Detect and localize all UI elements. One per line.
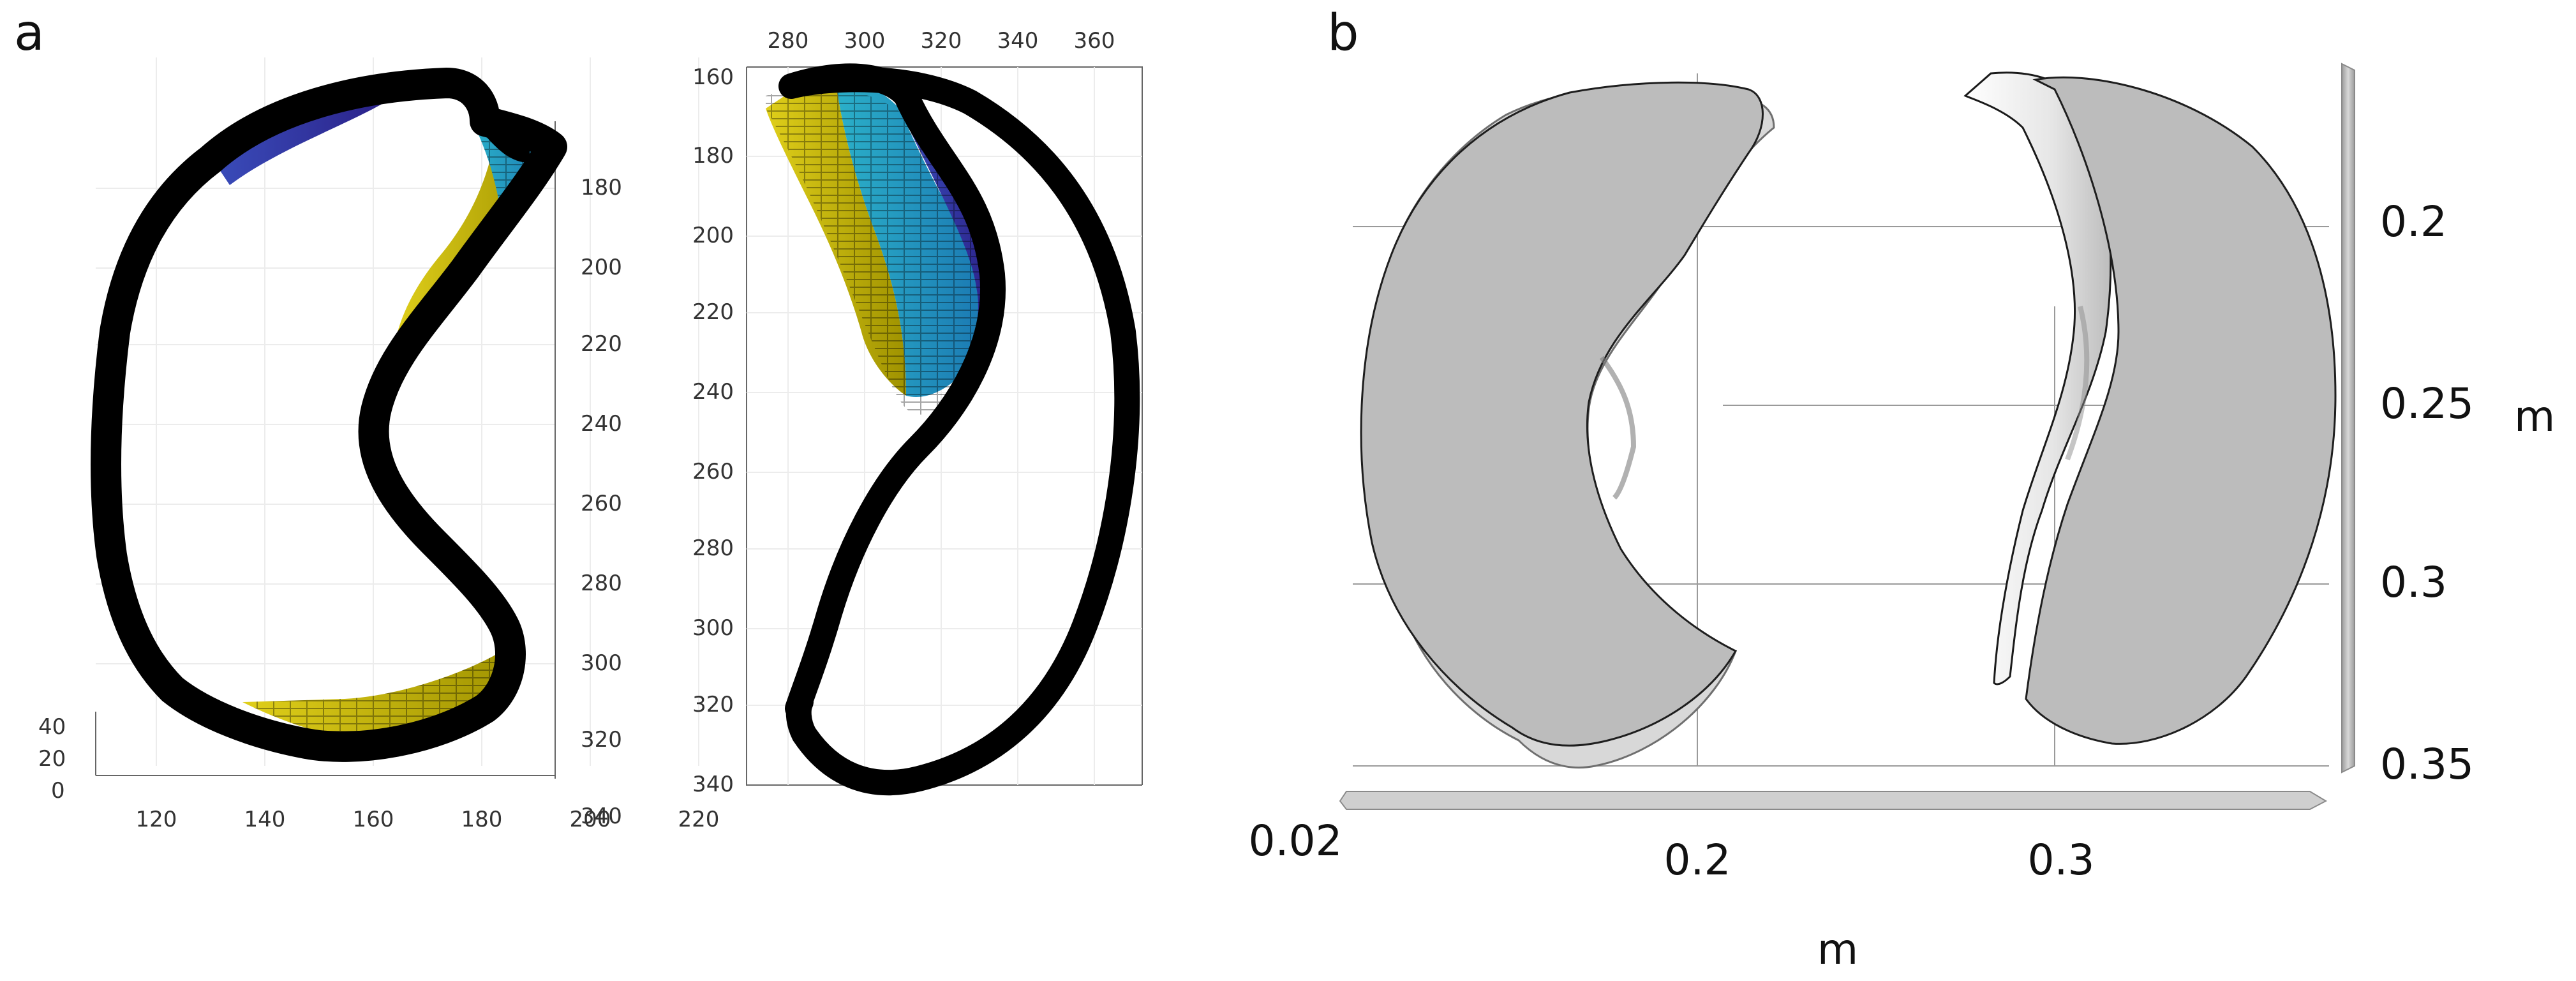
y-axis-unit: m: [2514, 392, 2555, 441]
y-tick: 0.3: [2380, 558, 2447, 607]
y-tick-labels: 160 180 200 220 240 260 280 300 320 340: [692, 64, 734, 797]
y-tick: 320: [692, 692, 734, 717]
x-tick: 200: [570, 807, 611, 832]
y-tick: 280: [692, 535, 734, 561]
y-tick-labels: 0.2 0.25 0.3 0.35: [2380, 197, 2474, 789]
y-tick: 200: [581, 255, 622, 280]
y-axis-bar: [2341, 63, 2355, 774]
x-axis-unit: m: [1817, 925, 1858, 974]
left-section: [1360, 81, 1764, 747]
x-tick: 280: [768, 28, 809, 54]
x-tick-labels: 120 140 160 180 200 220: [136, 807, 720, 832]
x-axis-bar: [1339, 791, 2328, 810]
y-tick: 0.2: [2380, 197, 2447, 246]
right-section-inner-shading: [2065, 306, 2090, 461]
x-tick: 320: [921, 28, 962, 54]
y-tick: 260: [692, 459, 734, 484]
y-tick: 300: [581, 650, 622, 676]
y-tick: 320: [581, 727, 622, 753]
y-tick: 280: [581, 571, 622, 596]
y-tick: 0.35: [2380, 740, 2474, 789]
y-tick: 260: [581, 491, 622, 516]
y-tick: 240: [581, 411, 622, 437]
y-tick: 300: [692, 615, 734, 641]
z-tick: 0: [51, 778, 65, 804]
right-section: [2025, 76, 2337, 745]
y-tick-labels: 180 200 220 240 260 280 300 320 340: [581, 175, 622, 829]
x-tick: 120: [136, 807, 177, 832]
blue-surface-top: [211, 96, 396, 185]
y-tick: 240: [692, 379, 734, 405]
left-section-inner-shading: [1599, 356, 1637, 500]
panel-a-view-2: 280 300 320 340 360 160 180 200 220 240 …: [692, 28, 1143, 797]
y-tick: 220: [692, 299, 734, 325]
y-tick: 180: [692, 143, 734, 168]
z-tick-labels: 40 20 0: [38, 714, 66, 804]
panel-label-b: b: [1327, 4, 1359, 62]
y-tick: 160: [692, 64, 734, 90]
x-tick: 300: [844, 28, 886, 54]
x-tick: 0.2: [1664, 835, 1731, 885]
z-tick: 40: [38, 714, 66, 740]
x-tick: 220: [678, 807, 720, 832]
x-tick: 180: [461, 807, 503, 832]
y-tick: 220: [581, 331, 622, 357]
y-tick: 340: [692, 772, 734, 797]
x-tick: 340: [997, 28, 1039, 54]
y-tick: 340: [581, 804, 622, 829]
x-tick-labels: 280 300 320 340 360: [768, 28, 1115, 54]
y-tick: 200: [692, 223, 734, 248]
x-tick: 360: [1074, 28, 1115, 54]
z-tick: 20: [38, 746, 66, 772]
wall-notch: [478, 114, 531, 163]
y-tick: 180: [581, 175, 622, 200]
x-tick: 140: [244, 807, 286, 832]
x-tick: 0.02: [1249, 816, 1343, 865]
x-tick: 0.3: [2028, 835, 2095, 885]
x-tick: 160: [353, 807, 394, 832]
x-tick-labels: 0.02 0.2 0.3: [1249, 816, 2095, 885]
panel-label-a: a: [14, 4, 45, 62]
panel-a: a 120 140 160 180: [14, 4, 1143, 832]
mesh-overlay: [766, 87, 991, 415]
panel-b: b 0.02 0.2 0.3 m 0.2 0.25 0.3 0.35: [1249, 4, 2556, 974]
view2-frame-left-bottom: [746, 67, 1142, 786]
panel-a-view-1: 120 140 160 180 200 220 180 200 220 240 …: [38, 57, 719, 832]
y-tick: 0.25: [2380, 379, 2474, 428]
myocardium-wall: [778, 63, 1140, 796]
